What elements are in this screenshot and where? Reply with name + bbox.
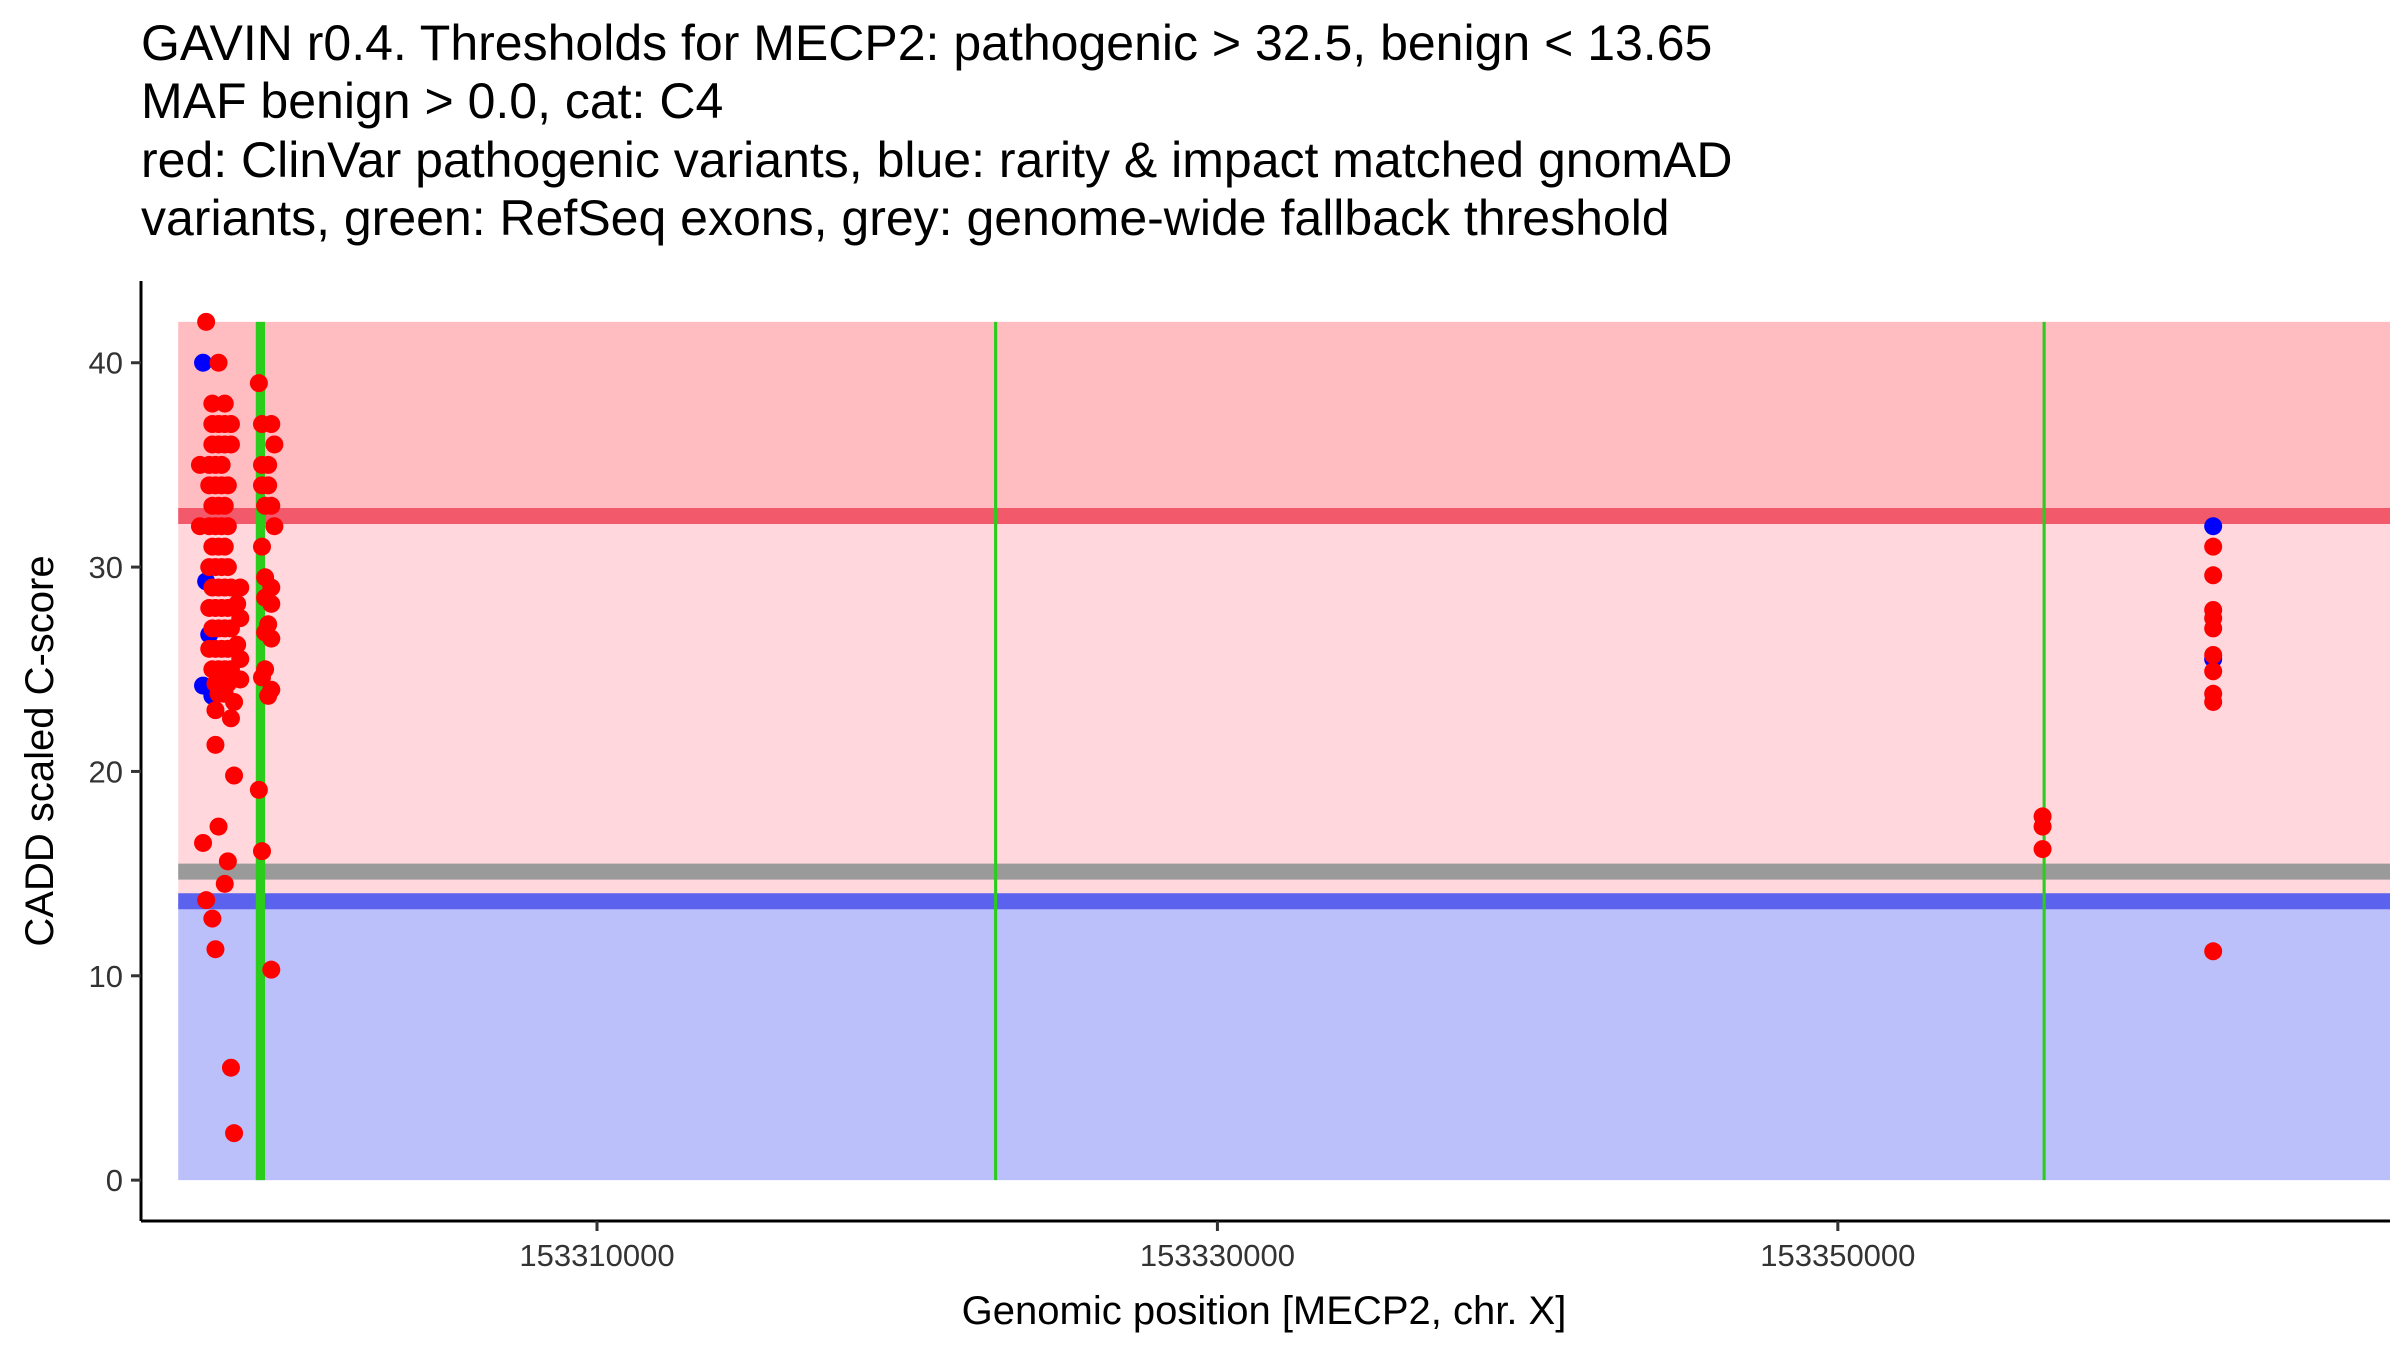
clinvar-point-19 xyxy=(203,394,222,413)
clinvar-point-118 xyxy=(2204,692,2223,711)
clinvar-point-115 xyxy=(2204,645,2223,664)
x-ticks: 153310000 153330000 153350000 xyxy=(519,1221,1915,1273)
clinvar-point-49 xyxy=(218,558,237,577)
clinvar-point-12 xyxy=(218,852,237,871)
y-tick-label: 20 xyxy=(89,754,123,789)
clinvar-point-106 xyxy=(262,960,281,979)
clinvar-point-14 xyxy=(225,766,244,785)
clinvar-point-105 xyxy=(252,842,271,861)
clinvar-point-17 xyxy=(221,709,240,728)
clinvar-point-84 xyxy=(265,435,284,454)
clinvar-point-119 xyxy=(2204,942,2223,961)
clinvar-point-91 xyxy=(265,517,284,536)
clinvar-point-35 xyxy=(218,476,237,495)
x-tick-label: 153350000 xyxy=(1760,1238,1915,1273)
title-line-3: red: ClinVar pathogenic variants, blue: … xyxy=(141,132,1732,188)
clinvar-point-78 xyxy=(231,670,250,689)
clinvar-point-2 xyxy=(209,353,228,372)
clinvar-point-6 xyxy=(197,891,216,910)
clinvar-point-1 xyxy=(197,312,216,331)
clinvar-point-75 xyxy=(231,578,250,597)
clinvar-point-108 xyxy=(2033,817,2052,836)
threshold-bands xyxy=(178,321,2390,1181)
gnomad-point-6 xyxy=(2204,517,2223,536)
clinvar-point-28 xyxy=(221,435,240,454)
clinvar-point-116 xyxy=(2204,662,2223,681)
clinvar-point-81 xyxy=(249,374,268,393)
x-tick-label: 153330000 xyxy=(1140,1238,1295,1273)
y-ticks: 0 10 20 30 40 xyxy=(89,346,141,1198)
clinvar-point-110 xyxy=(2204,537,2223,556)
y-tick-label: 0 xyxy=(106,1163,123,1198)
clinvar-point-24 xyxy=(221,415,240,434)
clinvar-point-77 xyxy=(231,650,250,669)
variant-points xyxy=(190,312,2223,1143)
clinvar-point-96 xyxy=(262,594,281,613)
clinvar-point-74 xyxy=(215,684,234,703)
clinvar-point-11 xyxy=(206,701,225,720)
clinvar-point-7 xyxy=(203,909,222,928)
clinvar-point-31 xyxy=(212,455,231,474)
y-tick-label: 10 xyxy=(89,959,123,994)
clinvar-point-10 xyxy=(206,735,225,754)
clinvar-point-101 xyxy=(252,668,271,687)
x-tick-label: 153310000 xyxy=(519,1238,674,1273)
title-line-2: MAF benign > 0.0, cat: C4 xyxy=(141,73,723,129)
middle-band xyxy=(178,516,2390,902)
clinvar-point-111 xyxy=(2204,566,2223,585)
clinvar-point-80 xyxy=(228,635,247,654)
benign-band xyxy=(178,901,2390,1181)
clinvar-point-15 xyxy=(221,1058,240,1077)
clinvar-point-76 xyxy=(231,609,250,628)
title-line-1: GAVIN r0.4. Thresholds for MECP2: pathog… xyxy=(141,15,1712,71)
clinvar-point-103 xyxy=(259,686,278,705)
threshold-lines xyxy=(178,508,2390,910)
clinvar-point-20 xyxy=(215,394,234,413)
clinvar-point-9 xyxy=(209,817,228,836)
clinvar-point-42 xyxy=(218,517,237,536)
clinvar-point-8 xyxy=(206,940,225,959)
clinvar-point-92 xyxy=(252,537,271,556)
clinvar-point-109 xyxy=(2033,840,2052,859)
clinvar-point-16 xyxy=(225,1124,244,1143)
chart-title: GAVIN r0.4. Thresholds for MECP2: pathog… xyxy=(141,15,1732,246)
exon-lines xyxy=(255,321,2046,1181)
exon-line-1 xyxy=(255,321,266,1181)
clinvar-point-104 xyxy=(249,780,268,799)
clinvar-point-79 xyxy=(228,594,247,613)
clinvar-point-38 xyxy=(215,496,234,515)
title-line-4: variants, green: RefSeq exons, grey: gen… xyxy=(141,190,1670,246)
clinvar-point-88 xyxy=(259,476,278,495)
clinvar-point-5 xyxy=(194,833,213,852)
y-axis-title: CADD scaled C-score xyxy=(18,555,62,946)
x-axis-title: Genomic position [MECP2, chr. X] xyxy=(962,1289,1567,1333)
axes xyxy=(139,281,2390,1223)
pathogenic-band xyxy=(178,321,2390,516)
clinvar-point-13 xyxy=(215,874,234,893)
y-tick-label: 30 xyxy=(89,550,123,585)
gnomad-point-1 xyxy=(194,353,213,372)
clinvar-point-114 xyxy=(2204,619,2223,638)
clinvar-point-86 xyxy=(259,455,278,474)
exon-line-2 xyxy=(994,321,998,1181)
clinvar-point-83 xyxy=(262,415,281,434)
exon-line-3 xyxy=(2042,321,2046,1181)
clinvar-point-90 xyxy=(262,496,281,515)
clinvar-point-45 xyxy=(215,537,234,556)
clinvar-point-99 xyxy=(262,629,281,648)
y-tick-label: 40 xyxy=(89,346,123,381)
